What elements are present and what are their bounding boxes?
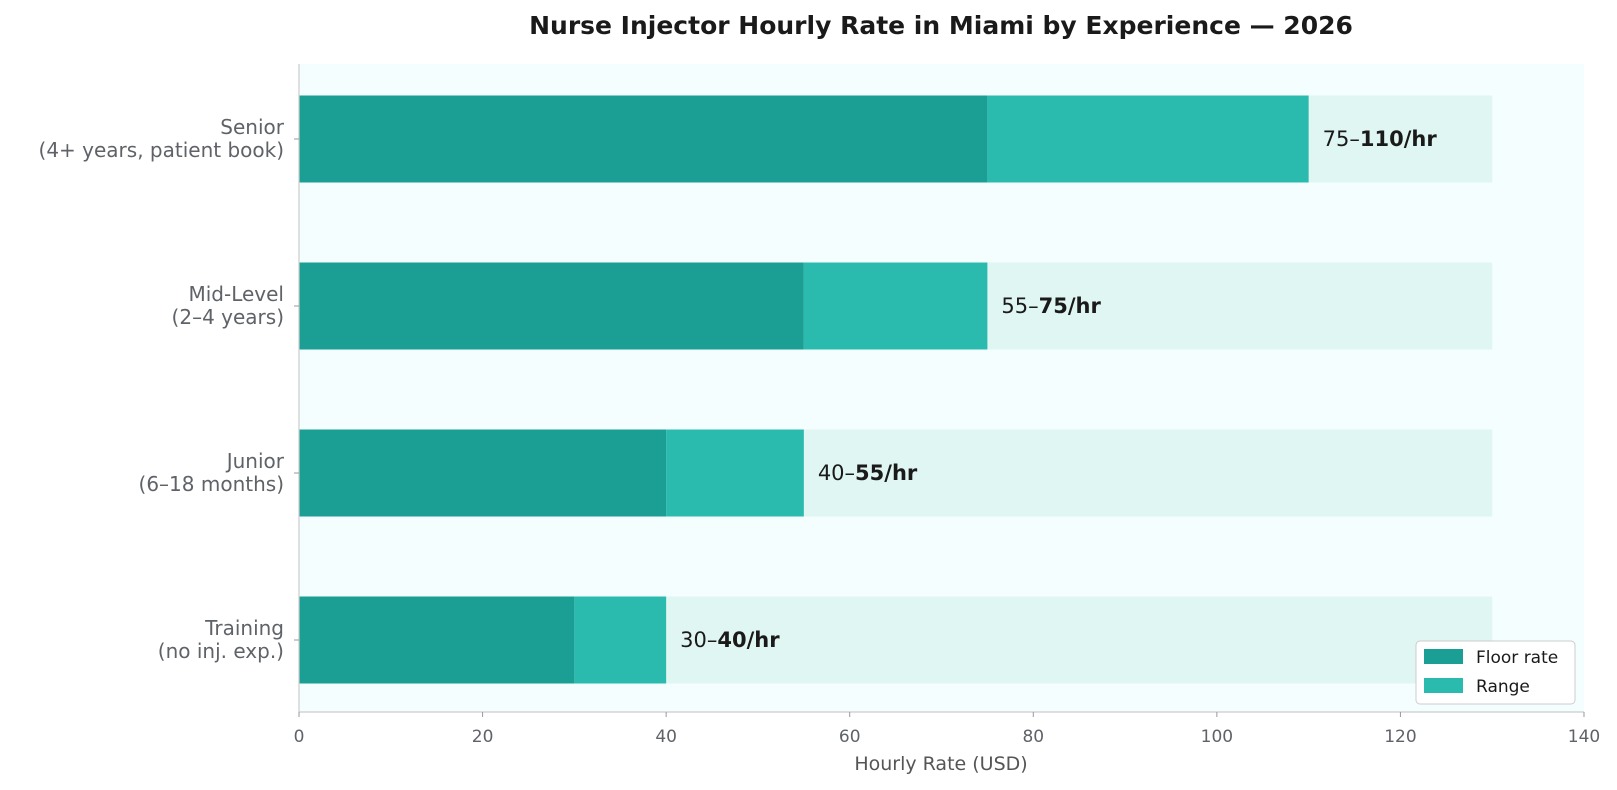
data-label-junior: 40–55/hr	[818, 461, 918, 485]
bar-range-mid-level	[803, 262, 988, 350]
x-tick-label-100: 100	[1201, 727, 1233, 747]
data-label-senior: 75–110/hr	[1323, 127, 1438, 151]
x-tick-label-60: 60	[839, 727, 861, 747]
chart-title: Nurse Injector Hourly Rate in Miami by E…	[529, 11, 1353, 40]
x-tick-label-40: 40	[655, 727, 677, 747]
x-tick-label-0: 0	[294, 727, 305, 747]
bar-range-senior	[987, 95, 1309, 183]
data-label-mid-level: 55–75/hr	[1001, 294, 1101, 318]
x-tick-label-120: 120	[1384, 727, 1416, 747]
legend-swatch-floor-rate	[1424, 649, 1463, 664]
legend-swatch-range	[1424, 678, 1463, 693]
bar-floor-junior	[299, 429, 667, 517]
x-tick-label-20: 20	[472, 727, 494, 747]
x-ticks: 0 20 40 60 80 100 120 140	[294, 712, 1600, 747]
bar-range-training	[574, 596, 667, 684]
x-tick-label-80: 80	[1022, 727, 1044, 747]
bar-range-junior	[666, 429, 804, 517]
legend: Floor rate Range	[1415, 640, 1576, 705]
legend-label-range: Range	[1476, 677, 1530, 697]
bar-floor-senior	[299, 95, 988, 183]
data-label-training: 30–40/hr	[680, 628, 780, 652]
legend-label-floor-rate: Floor rate	[1476, 648, 1558, 668]
y-category-labels: Senior (4+ years, patient book) Mid-Level(…	[39, 115, 299, 663]
y-label-senior: Senior (4+ years, patient book)	[39, 115, 285, 162]
bar-floor-mid-level	[299, 262, 804, 350]
x-axis-label: Hourly Rate (USD)	[854, 753, 1027, 775]
y-label-junior: Junior (6–18 months)	[139, 449, 285, 496]
x-tick-label-140: 140	[1568, 727, 1600, 747]
bars	[299, 95, 1309, 684]
data-labels: 75–110/hr 55–75/hr 40–55/hr 30–40/hr	[680, 127, 1437, 652]
y-label-mid-level: Mid-Level (2–4 years)	[172, 282, 284, 329]
bar-floor-training	[299, 596, 575, 684]
y-label-training: Training (no inj. exp.)	[158, 616, 284, 663]
